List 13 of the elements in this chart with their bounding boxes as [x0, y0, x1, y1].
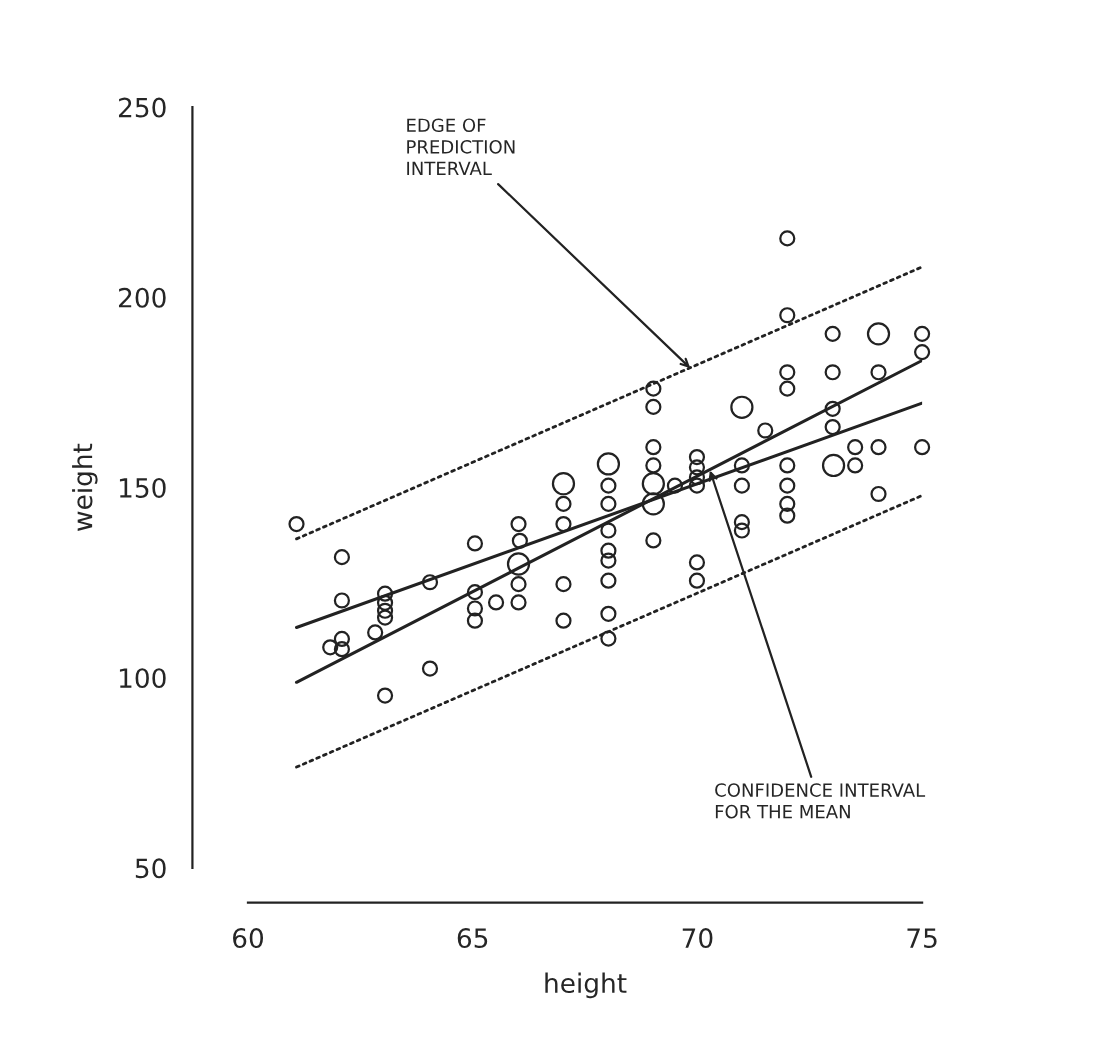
y-tick-label: 100: [119, 668, 166, 689]
x-tick-label: 65: [457, 928, 488, 949]
y-tick-label: 200: [118, 287, 166, 308]
y-tick-label: 150: [119, 477, 166, 498]
annotation: CONFIDENCE INTERVAL FOR THE MEAN: [715, 783, 926, 819]
x-tick-label: 60: [233, 928, 264, 949]
y-axis-title: weight: [72, 443, 98, 531]
annotation: EDGE OF PREDICTION INTERVAL: [407, 118, 515, 175]
y-tick-label: 50: [135, 858, 166, 879]
x-tick-label: 75: [907, 928, 937, 949]
x-axis-title: height: [545, 972, 627, 999]
y-tick-label: 250: [118, 97, 166, 118]
x-tick-label: 70: [682, 928, 713, 949]
